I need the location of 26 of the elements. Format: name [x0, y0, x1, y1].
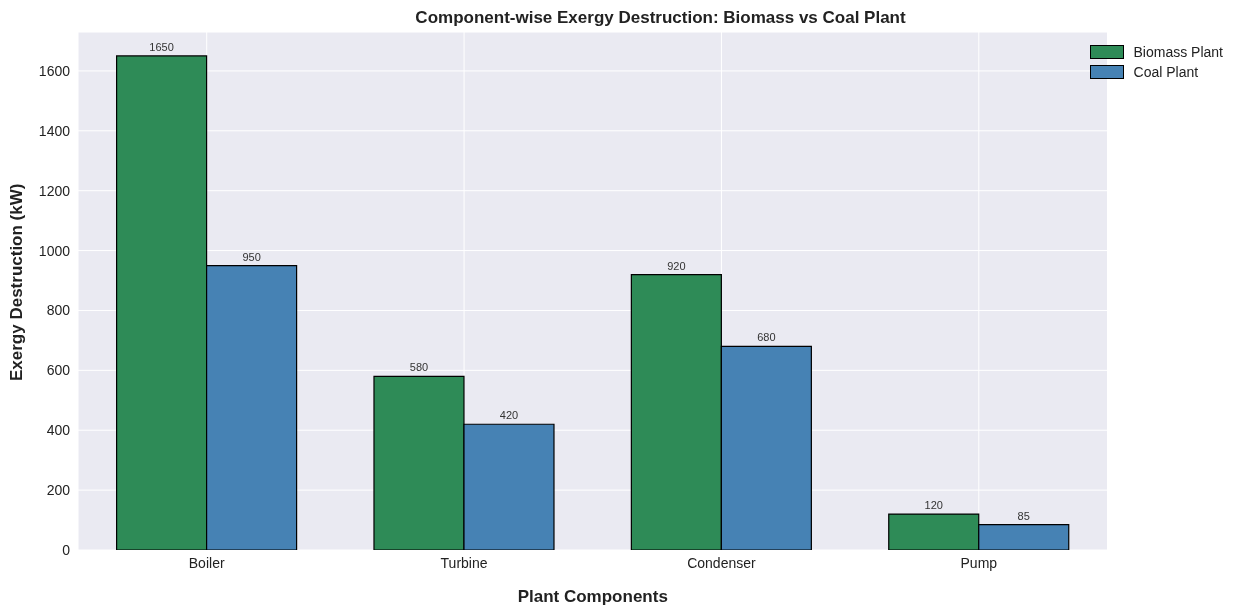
data-label: 85 [1017, 509, 1030, 522]
data-label: 950 [242, 250, 261, 263]
y-tick-label: 800 [46, 302, 71, 319]
y-tick-label: 600 [46, 362, 71, 379]
x-tick-label: Pump [960, 554, 998, 571]
chart-title: Component-wise Exergy Destruction: Biomass vs Coal Plant [414, 8, 907, 28]
y-tick-label: 400 [46, 422, 71, 439]
y-tick-label: 1000 [38, 242, 71, 259]
x-tick-label: Condenser [687, 554, 757, 571]
y-tick-label: 200 [46, 482, 71, 499]
data-label: 920 [667, 259, 686, 272]
data-label: 120 [924, 499, 943, 512]
x-tick-label: Turbine [440, 554, 488, 571]
data-label: 580 [409, 361, 429, 374]
data-label: 680 [757, 331, 776, 344]
legend-label: Biomass Plant [1133, 44, 1223, 60]
y-tick-label: 0 [62, 541, 71, 558]
y-axis-title: Exergy Destruction (kW) [7, 183, 27, 381]
data-label: 420 [499, 409, 519, 422]
x-tick-label: Boiler [188, 554, 225, 571]
x-axis-title: Plant Components [517, 587, 668, 606]
legend-label: Coal Plant [1133, 64, 1199, 80]
y-tick-label: 1200 [38, 182, 71, 199]
data-label: 1650 [149, 40, 174, 53]
y-tick-label: 1600 [38, 62, 71, 79]
y-tick-label: 1400 [38, 122, 71, 139]
